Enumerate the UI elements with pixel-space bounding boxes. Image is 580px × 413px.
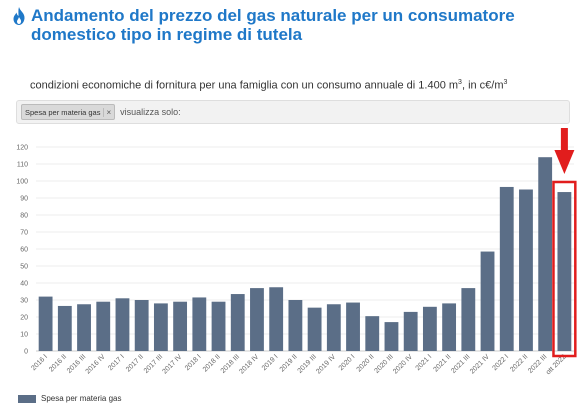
- bar: [442, 303, 457, 351]
- x-tick-label: 2019 III: [297, 353, 319, 375]
- chart-legend[interactable]: Spesa per materia gas: [18, 394, 122, 403]
- arrow-shaft: [560, 128, 568, 152]
- bar: [269, 287, 284, 351]
- bar: [461, 288, 476, 351]
- y-tick-label: 20: [20, 315, 28, 322]
- bar: [480, 251, 495, 351]
- series-filter-box[interactable]: Spesa per materia gas × visualizza solo:: [16, 100, 570, 124]
- y-tick-label: 100: [16, 179, 28, 186]
- subtitle-sup-1: 3: [458, 79, 462, 86]
- y-tick-label: 0: [24, 349, 28, 356]
- bar: [365, 316, 380, 351]
- subtitle-unit: , in c€/m: [461, 79, 504, 92]
- legend-label: Spesa per materia gas: [41, 394, 122, 403]
- bar: [96, 301, 111, 351]
- bar: [538, 157, 553, 351]
- bar: [115, 298, 130, 351]
- x-tick-label: 2022 I: [491, 353, 510, 372]
- bar: [57, 305, 72, 351]
- bar: [422, 306, 437, 351]
- bar: [519, 189, 533, 351]
- bar: [38, 296, 53, 351]
- x-tick-label: 2019 IV: [315, 353, 337, 375]
- y-tick-label: 80: [20, 213, 28, 220]
- bar: [557, 192, 572, 351]
- x-tick-label: 2016 III: [66, 353, 88, 375]
- x-tick-label: 2016 IV: [85, 353, 107, 375]
- bar: [307, 307, 322, 351]
- highlight-box: [552, 180, 577, 358]
- bar: [499, 186, 514, 351]
- x-tick-label: 2021 I: [415, 353, 434, 372]
- page-title: Andamento del prezzo del gas naturale pe…: [12, 6, 572, 44]
- bar: [403, 311, 418, 351]
- y-tick-label: 60: [20, 247, 28, 254]
- y-tick-label: 50: [20, 264, 28, 271]
- x-tick-label: 2021 III: [450, 353, 472, 375]
- bar: [384, 322, 399, 351]
- x-tick-label: 2018 I: [184, 353, 203, 372]
- bar: [326, 304, 341, 351]
- x-tick-label: 2020 I: [338, 353, 357, 372]
- series-filter-chip-label: Spesa per materia gas: [25, 107, 101, 117]
- legend-swatch: [18, 394, 36, 403]
- bar: [77, 304, 91, 351]
- chart-subtitle: condizioni economiche di fornitura per u…: [30, 79, 507, 92]
- subtitle-text: condizioni economiche di fornitura per u…: [30, 79, 459, 92]
- x-tick-label: 2017 III: [143, 353, 165, 375]
- bar: [288, 300, 303, 351]
- x-tick-label: 2018 III: [220, 353, 242, 375]
- y-tick-label: 70: [20, 230, 28, 237]
- y-tick-label: 120: [16, 145, 28, 152]
- x-tick-label: 2017 I: [107, 353, 126, 372]
- x-tick-label: 2021 IV: [469, 353, 491, 375]
- bar: [192, 297, 207, 351]
- down-arrow-icon: [554, 150, 575, 174]
- chip-close-icon[interactable]: ×: [103, 107, 111, 117]
- y-tick-label: 90: [20, 196, 28, 203]
- bar: [211, 301, 226, 351]
- x-tick-label: 2016 I: [30, 353, 49, 372]
- x-tick-label: 2019 I: [261, 353, 280, 372]
- x-tick-label: 2020 III: [373, 353, 395, 375]
- bar: [250, 288, 264, 351]
- y-tick-label: 40: [20, 281, 28, 288]
- bar: [153, 303, 168, 351]
- series-filter-chip[interactable]: Spesa per materia gas ×: [21, 104, 116, 120]
- x-tick-label: 2018 IV: [238, 353, 260, 375]
- page-title-text: Andamento del prezzo del gas naturale pe…: [31, 6, 515, 44]
- flame-icon: [13, 7, 25, 25]
- y-tick-label: 30: [20, 298, 28, 305]
- bar: [230, 294, 245, 351]
- bar: [134, 300, 149, 351]
- x-tick-label: 2017 IV: [162, 353, 184, 375]
- bar: [173, 301, 188, 351]
- bar: [346, 302, 360, 351]
- y-tick-label: 110: [17, 162, 28, 169]
- subtitle-sup-2: 3: [503, 79, 508, 86]
- y-tick-label: 10: [20, 332, 28, 339]
- x-tick-label: 2020 IV: [392, 353, 414, 375]
- filter-label: visualizza solo:: [120, 107, 181, 117]
